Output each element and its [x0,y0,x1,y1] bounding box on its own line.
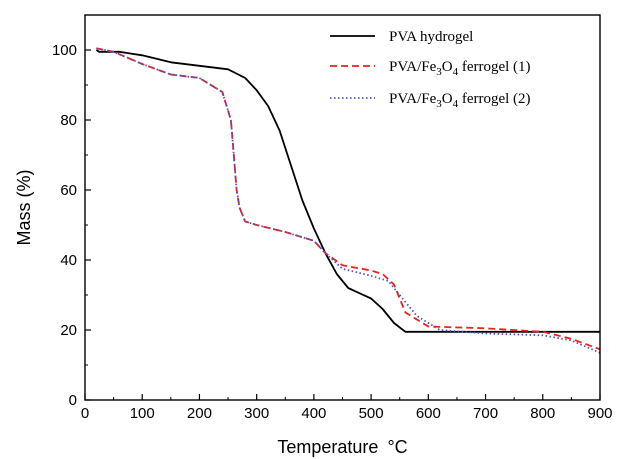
x-tick-label: 300 [244,405,269,422]
y-tick-label: 100 [52,42,77,59]
y-tick-label: 40 [60,252,77,269]
y-axis-title: Mass (%) [14,170,34,246]
x-tick-label: 100 [130,405,155,422]
x-tick-label: 400 [301,405,326,422]
x-tick-label: 600 [416,405,441,422]
x-tick-label: 0 [81,405,89,422]
x-tick-label: 500 [359,405,384,422]
x-axis: 0 100 200 300 400 500 600 700 800 900 [81,394,613,422]
legend: PVA hydrogel PVA/Fe3O4 ferrogel (1) PVA/Fe… [330,29,531,110]
x-axis-title: Temperature °C [277,437,407,457]
y-tick-label: 0 [69,392,77,409]
x-tick-label: 700 [473,405,498,422]
x-tick-label: 900 [587,405,612,422]
legend-label-2: PVA/Fe3O4 ferrogel (1) [389,59,531,78]
series-line-1 [95,49,600,333]
series-layer [95,47,601,354]
x-tick-label: 200 [187,405,212,422]
legend-label-1: PVA hydrogel [389,29,473,45]
y-tick-label: 20 [60,322,77,339]
y-axis: 0 20 40 60 80 100 [52,42,91,409]
y-tick-label: 60 [60,182,77,199]
x-tick-label: 800 [530,405,555,422]
x-axis-title-unit: °C [387,437,407,457]
series-line-3 [96,47,601,354]
y-tick-label: 80 [60,112,77,129]
x-axis-title-text: Temperature [277,437,378,457]
legend-label-3: PVA/Fe3O4 ferrogel (2) [389,91,531,110]
